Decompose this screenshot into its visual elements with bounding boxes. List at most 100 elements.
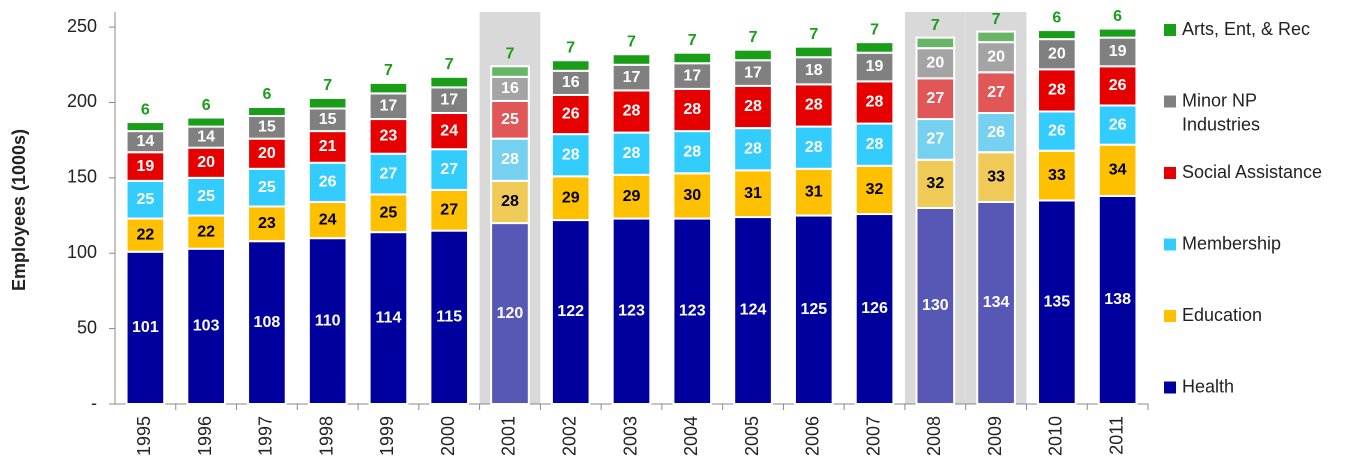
bar-segment xyxy=(611,217,652,405)
bar-segment xyxy=(1037,38,1077,71)
value-label: 28 xyxy=(623,145,641,162)
bar-segment xyxy=(550,219,591,405)
bar-segment xyxy=(247,105,287,118)
value-label: 123 xyxy=(679,302,706,319)
y-tick-label: 200 xyxy=(67,91,97,111)
bar-segment xyxy=(307,130,348,164)
bar-segment xyxy=(611,89,652,134)
bar-segment xyxy=(1037,149,1077,202)
bar-segment xyxy=(550,93,591,136)
bar-segment xyxy=(490,179,530,225)
value-label: 25 xyxy=(501,111,519,128)
legend-swatch xyxy=(1164,167,1176,179)
bar-segment xyxy=(307,96,348,110)
value-label: 114 xyxy=(376,309,402,326)
value-label: 28 xyxy=(805,97,823,114)
bar-segment xyxy=(976,200,1016,405)
value-label: 138 xyxy=(1104,291,1131,308)
value-label: 23 xyxy=(258,215,276,232)
value-label: 7 xyxy=(566,39,575,56)
value-label: 7 xyxy=(809,26,818,43)
value-label: 28 xyxy=(501,151,519,168)
bar-segment xyxy=(611,53,652,66)
bar-segment xyxy=(247,167,287,208)
value-label: 123 xyxy=(618,302,645,319)
x-tick-label: 1998 xyxy=(316,416,336,456)
value-label: 7 xyxy=(323,77,332,94)
bar-segment xyxy=(186,176,226,217)
value-label: 26 xyxy=(1109,77,1127,94)
x-tick-label: 1996 xyxy=(195,416,215,456)
bar-segment xyxy=(854,80,895,125)
value-label: 20 xyxy=(197,154,215,171)
value-label: 130 xyxy=(922,297,949,314)
bar-segment xyxy=(307,161,348,203)
value-label: 27 xyxy=(440,201,458,218)
bar-segment xyxy=(976,71,1016,115)
value-label: 28 xyxy=(805,139,823,156)
value-label: 7 xyxy=(688,32,697,49)
bar-segment xyxy=(429,188,470,232)
value-label: 28 xyxy=(866,136,884,153)
x-tick-label: 2006 xyxy=(803,416,823,456)
value-label: 7 xyxy=(445,56,454,73)
bar-segment xyxy=(854,41,895,54)
x-tick-label: 2003 xyxy=(620,416,640,456)
value-label: 26 xyxy=(1048,122,1066,139)
bar-segment xyxy=(672,87,713,133)
value-label: 25 xyxy=(197,188,215,205)
value-label: 26 xyxy=(562,106,580,123)
bar-segment xyxy=(733,216,773,405)
value-label: 27 xyxy=(440,161,458,178)
value-label: 6 xyxy=(141,101,150,118)
value-label: 7 xyxy=(870,21,879,38)
value-label: 6 xyxy=(262,86,271,103)
legend-label: Membership xyxy=(1182,233,1281,253)
value-label: 19 xyxy=(866,58,884,75)
value-label: 29 xyxy=(562,189,580,206)
bar-segment xyxy=(854,164,895,216)
bar-segment xyxy=(793,56,834,86)
value-label: 26 xyxy=(319,174,337,191)
value-label: 28 xyxy=(501,193,519,210)
x-tick-label: 2008 xyxy=(924,416,944,456)
y-tick-label: - xyxy=(91,393,97,413)
bar-segment xyxy=(672,62,713,90)
legend-label: Arts, Ent, & Rec xyxy=(1182,19,1310,39)
bar-segment xyxy=(915,36,956,50)
bar-segment xyxy=(793,45,834,59)
x-tick-label: 2000 xyxy=(438,416,458,456)
value-label: 15 xyxy=(319,111,337,128)
bar-segment xyxy=(368,92,409,121)
value-label: 19 xyxy=(136,158,154,175)
value-label: 17 xyxy=(683,67,701,84)
x-tick-label: 2002 xyxy=(559,416,579,456)
value-label: 101 xyxy=(132,319,159,336)
bar-segment xyxy=(733,127,773,172)
bar-segment xyxy=(1037,199,1077,405)
value-label: 28 xyxy=(683,101,701,118)
bar-segment xyxy=(247,240,287,405)
bar-segment xyxy=(793,125,834,170)
value-label: 122 xyxy=(557,303,584,320)
value-label: 25 xyxy=(136,191,154,208)
legend-label: Health xyxy=(1182,376,1234,396)
value-label: 24 xyxy=(440,122,458,139)
value-label: 32 xyxy=(866,181,884,198)
legend-label-line: Minor NP xyxy=(1182,90,1257,110)
x-tick-label: 2005 xyxy=(742,416,762,456)
legend-label: Education xyxy=(1182,305,1262,325)
x-tick-label: 2007 xyxy=(863,416,883,456)
legend-swatch xyxy=(1164,310,1176,322)
bar-segment xyxy=(307,237,348,405)
bar-segment xyxy=(368,193,409,234)
bar-segment xyxy=(186,116,226,128)
value-label: 7 xyxy=(749,29,758,46)
bar-segment xyxy=(976,30,1016,44)
value-label: 28 xyxy=(744,98,762,115)
value-label: 21 xyxy=(319,138,337,155)
value-label: 32 xyxy=(926,175,944,192)
y-axis-title: Employees (1000s) xyxy=(9,129,29,291)
bar-segment xyxy=(1097,65,1138,107)
